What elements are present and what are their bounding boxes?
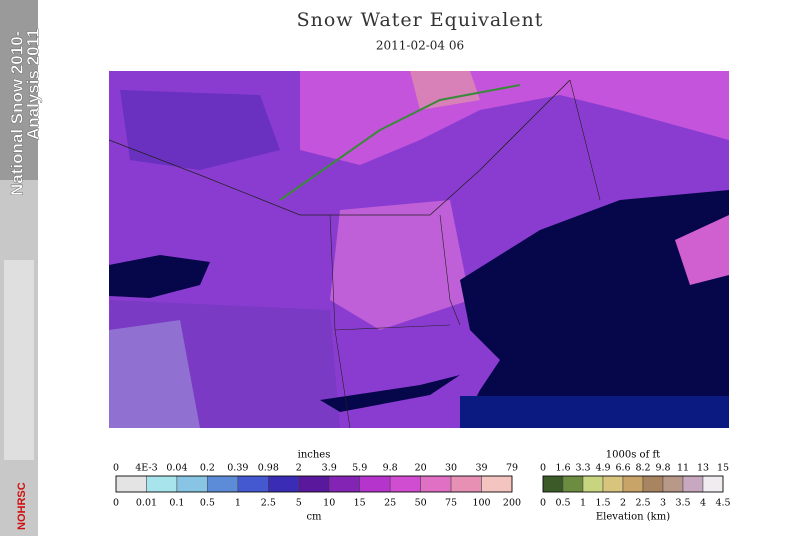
legend-tick-label: 0.5 — [200, 498, 215, 509]
legend-unit: cm — [306, 512, 322, 523]
legend-tick-label: 15 — [354, 498, 366, 509]
legend-tick-label: 25 — [384, 498, 396, 509]
logo: NOHRSC — [16, 482, 28, 530]
legend-tick-label: 0.01 — [136, 498, 157, 509]
legend-swatch — [146, 475, 178, 493]
legend-swatch — [682, 475, 704, 493]
map-ocean — [460, 190, 729, 428]
legend-tick-label: 1 — [580, 498, 586, 509]
map-region — [120, 90, 280, 170]
legend-tick-label: 3.9 — [322, 463, 337, 474]
legend-tick-label: 0 — [113, 498, 119, 509]
legend-tick-label: 3.3 — [575, 463, 590, 474]
legend-unit: 1000s of ft — [606, 450, 660, 461]
legend-swatch — [662, 475, 684, 493]
legend-swatch — [562, 475, 584, 493]
legend-frame — [542, 475, 724, 493]
legend-tick-label: 0 — [540, 498, 546, 509]
legend-tick-label: 79 — [506, 463, 518, 474]
map-region — [330, 200, 470, 330]
map-water — [320, 375, 460, 412]
sidebar-line: National Snow 2010- — [7, 31, 26, 196]
legend-swatch — [481, 475, 513, 493]
sidebar-line: Analysis 2011 — [23, 28, 42, 140]
legend-tick-label: 0.5 — [555, 498, 570, 509]
map-border — [329, 79, 601, 429]
legend-swatch — [642, 475, 664, 493]
legend-tick-label: 4.5 — [715, 498, 730, 509]
subtitle: 2011-02-04 06 — [376, 39, 464, 53]
legend-tick-label: 75 — [445, 498, 457, 509]
legend-tick-label: 39 — [475, 463, 487, 474]
legend-tick-label: 1.5 — [595, 498, 610, 509]
legend-swatch — [622, 475, 644, 493]
map-river — [279, 84, 521, 201]
legend-tick-label: 0.98 — [258, 463, 279, 474]
legend-tick-label: 2 — [620, 498, 626, 509]
legend-tick-label: 3 — [660, 498, 666, 509]
legend-swatch — [176, 475, 208, 493]
legend-tick-label: 4E-3 — [135, 463, 157, 474]
legend-tick-label: 50 — [415, 498, 427, 509]
legend-swatch — [237, 475, 269, 493]
legend-tick-label: 9.8 — [383, 463, 398, 474]
legend-tick-label: 100 — [472, 498, 490, 509]
legend-tick-label: 200 — [503, 498, 521, 509]
legend-swatch — [389, 475, 421, 493]
map-region — [675, 215, 729, 285]
legend-tick-label: 5.9 — [352, 463, 367, 474]
legend-tick-label: 9.8 — [655, 463, 670, 474]
legend-tick-label: 5 — [296, 498, 302, 509]
legend-tick-label: 4 — [700, 498, 706, 509]
legend-tick-label: 6.6 — [615, 463, 630, 474]
legend-swatch — [582, 475, 604, 493]
title: Snow Water Equivalent — [297, 9, 544, 31]
legend-tick-label: 30 — [445, 463, 457, 474]
legend-swatch — [420, 475, 452, 493]
legend-tick-label: 2.5 — [261, 498, 276, 509]
legend-tick-label: 2.5 — [635, 498, 650, 509]
legend-swatch — [115, 475, 147, 493]
legend-swatch — [602, 475, 624, 493]
legend-tick-label: 1 — [235, 498, 241, 509]
legend-unit: inches — [298, 450, 331, 461]
legend-tick-label: 0.2 — [200, 463, 215, 474]
legend-tick-label: 8.2 — [635, 463, 650, 474]
legend-tick-label: 4.9 — [595, 463, 610, 474]
sidebar-texture — [4, 260, 34, 460]
legend-tick-label: 0.39 — [227, 463, 248, 474]
legend-tick-label: 1.6 — [555, 463, 570, 474]
legend-swatch — [268, 475, 300, 493]
legend-tick-label: 0.1 — [169, 498, 184, 509]
legend-tick-label: 0 — [113, 463, 119, 474]
legend-swatch — [207, 475, 239, 493]
legend-tick-label: 11 — [677, 463, 689, 474]
legend-tick-label: 2 — [296, 463, 302, 474]
legend-unit: Elevation (km) — [596, 512, 670, 523]
legend-frame — [115, 475, 513, 493]
legend-tick-label: 0.04 — [166, 463, 187, 474]
map-ocean — [460, 396, 729, 428]
map-lake — [109, 255, 210, 298]
legend-tick-label: 10 — [323, 498, 335, 509]
legend-tick-label: 15 — [717, 463, 729, 474]
legend-swatch — [702, 475, 724, 493]
legend-tick-label: 3.5 — [675, 498, 690, 509]
map-region — [109, 320, 200, 428]
legend-swatch — [298, 475, 330, 493]
map-region — [300, 71, 729, 165]
legend-swatch — [328, 475, 360, 493]
sidebar: National Snow 2010- Analysis 2011 NOHRSC — [0, 0, 43, 536]
map — [108, 71, 729, 429]
legend-swatch — [542, 475, 564, 493]
map-border — [108, 79, 571, 216]
map-region — [410, 71, 480, 110]
legend-tick-label: 13 — [697, 463, 709, 474]
legend-swatch — [450, 475, 482, 493]
legend-tick-label: 0 — [540, 463, 546, 474]
legend-swatch — [359, 475, 391, 493]
legend-tick-label: 20 — [415, 463, 427, 474]
